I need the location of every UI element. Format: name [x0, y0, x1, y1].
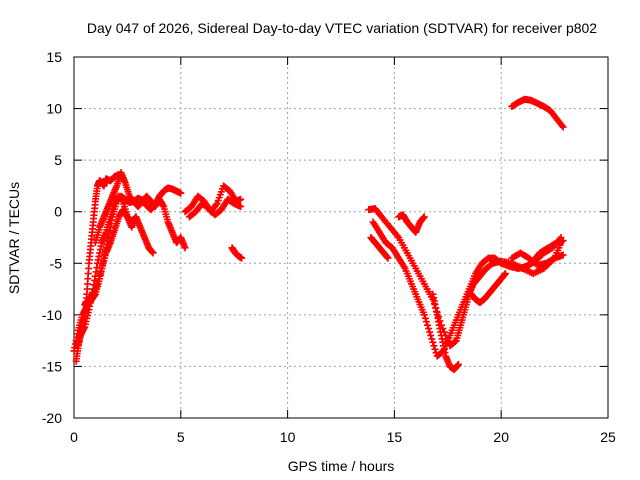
series-track-q: [519, 237, 567, 272]
data-point: [425, 325, 433, 333]
data-point: [427, 331, 435, 339]
axis-ticks: [73, 56, 609, 419]
series-track-d: [81, 206, 157, 309]
data-point: [430, 342, 438, 350]
data-point: [181, 244, 189, 252]
data-point: [420, 213, 428, 221]
y-tick-label: -10: [42, 307, 62, 323]
x-tick-label: 5: [177, 429, 185, 445]
series-track-e: [91, 169, 189, 252]
series-track-m: [429, 290, 462, 374]
series-track-k: [367, 234, 392, 262]
series-track-o: [508, 95, 567, 131]
data-point: [501, 270, 509, 278]
data-point: [429, 338, 437, 346]
data-point: [149, 249, 157, 257]
y-axis-label: SDTVAR / TECUs: [6, 182, 22, 294]
series-track-n: [467, 270, 509, 306]
y-tick-label: -15: [42, 358, 62, 374]
series-track-p: [508, 249, 567, 269]
data-point: [428, 335, 436, 343]
data-point: [177, 189, 185, 197]
series-track-c: [76, 192, 140, 339]
data-point: [212, 201, 220, 209]
data-point: [454, 360, 462, 368]
data-point: [422, 318, 430, 326]
x-tick-labels: 0 5 10 15 20 25: [70, 429, 616, 445]
x-tick-label: 20: [493, 429, 509, 445]
x-tick-label: 10: [280, 429, 296, 445]
y-tick-label: 5: [54, 152, 62, 168]
series-track-h: [228, 244, 246, 262]
data-point: [238, 254, 246, 262]
series-track-g: [185, 195, 245, 221]
y-tick-label: 10: [46, 101, 62, 117]
data-point: [384, 254, 392, 262]
data-point: [421, 314, 429, 322]
data-point: [559, 123, 567, 131]
x-tick-label: 25: [600, 429, 616, 445]
data-point: [237, 203, 245, 211]
data-point: [559, 251, 567, 259]
chart-title: Day 047 of 2026, Sidereal Day-to-day VTE…: [87, 20, 597, 36]
series-track-i: [365, 205, 565, 350]
data-point: [431, 345, 439, 353]
series-track-l: [395, 211, 428, 236]
x-tick-label: 15: [387, 429, 403, 445]
grid-lines: [74, 57, 608, 418]
x-tick-label: 0: [70, 429, 78, 445]
data-point: [237, 195, 245, 203]
x-axis-label: GPS time / hours: [288, 458, 395, 474]
data-point: [424, 321, 432, 329]
data-point: [559, 237, 567, 245]
y-tick-label: 0: [54, 204, 62, 220]
data-point: [420, 311, 428, 319]
data-points: [70, 95, 567, 374]
y-tick-labels: -20 -15 -10 -5 0 5 10 15: [42, 49, 62, 426]
y-tick-label: 15: [46, 49, 62, 65]
y-tick-label: -5: [50, 255, 63, 271]
y-tick-label: -20: [42, 410, 62, 426]
plot-frame: [73, 56, 609, 419]
data-point: [426, 328, 434, 336]
data-point: [558, 122, 566, 130]
series-track-a: [70, 184, 185, 355]
